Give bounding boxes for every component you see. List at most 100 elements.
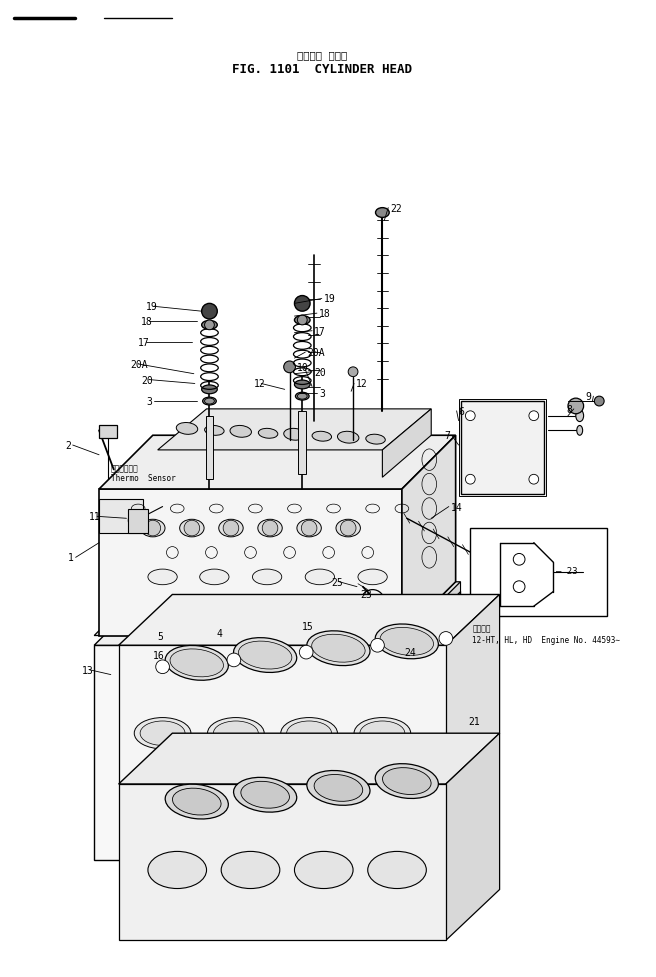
Ellipse shape: [165, 785, 228, 819]
Circle shape: [371, 639, 384, 653]
Text: 17: 17: [314, 326, 326, 336]
Text: 5: 5: [157, 631, 163, 641]
Text: 15: 15: [302, 621, 314, 631]
Ellipse shape: [148, 570, 177, 585]
Circle shape: [348, 367, 358, 377]
Ellipse shape: [133, 705, 159, 723]
Circle shape: [299, 646, 313, 659]
Ellipse shape: [281, 718, 337, 749]
Circle shape: [465, 411, 475, 421]
Circle shape: [201, 304, 217, 319]
Ellipse shape: [206, 598, 247, 619]
Polygon shape: [99, 499, 143, 533]
Text: 25: 25: [331, 577, 343, 587]
Text: 3: 3: [146, 397, 152, 406]
Ellipse shape: [243, 705, 271, 723]
Text: 18: 18: [319, 309, 331, 319]
Circle shape: [227, 654, 241, 667]
Ellipse shape: [576, 410, 584, 422]
Ellipse shape: [134, 718, 191, 749]
Ellipse shape: [199, 594, 253, 622]
Circle shape: [251, 614, 259, 621]
Ellipse shape: [255, 573, 305, 599]
Text: 12: 12: [356, 379, 368, 389]
Ellipse shape: [173, 788, 221, 815]
Circle shape: [340, 521, 356, 536]
Ellipse shape: [176, 423, 197, 435]
Ellipse shape: [307, 631, 370, 666]
Ellipse shape: [253, 570, 282, 585]
Polygon shape: [119, 734, 500, 785]
Ellipse shape: [307, 771, 370, 805]
Ellipse shape: [205, 426, 224, 436]
Ellipse shape: [375, 764, 438, 798]
Text: 9: 9: [586, 392, 592, 402]
Text: 6: 6: [459, 406, 464, 416]
Ellipse shape: [312, 432, 331, 442]
Circle shape: [155, 660, 169, 674]
Text: 17: 17: [138, 338, 150, 348]
Text: 13: 13: [81, 665, 93, 675]
Ellipse shape: [305, 570, 335, 585]
Text: 10: 10: [297, 362, 308, 372]
Ellipse shape: [368, 852, 426, 889]
Ellipse shape: [140, 520, 165, 537]
Circle shape: [301, 521, 317, 536]
Ellipse shape: [213, 721, 258, 745]
Ellipse shape: [241, 782, 289, 808]
Ellipse shape: [356, 705, 383, 723]
Ellipse shape: [180, 767, 203, 779]
Text: 20A: 20A: [307, 348, 325, 358]
Polygon shape: [446, 734, 500, 940]
Text: 2: 2: [65, 441, 71, 450]
Text: 11: 11: [89, 512, 101, 522]
Polygon shape: [119, 646, 446, 785]
Ellipse shape: [234, 631, 253, 641]
Text: 4: 4: [216, 628, 222, 638]
Circle shape: [349, 593, 357, 601]
Ellipse shape: [258, 429, 278, 439]
Ellipse shape: [314, 775, 363, 801]
Ellipse shape: [234, 778, 297, 812]
Text: 12: 12: [253, 379, 265, 389]
Text: 3: 3: [319, 389, 325, 399]
Text: 20: 20: [141, 375, 153, 385]
Ellipse shape: [313, 574, 354, 596]
Ellipse shape: [300, 705, 327, 723]
Text: Thermo  Sensor: Thermo Sensor: [111, 473, 176, 483]
Text: 16: 16: [153, 651, 165, 660]
Polygon shape: [205, 416, 213, 480]
Text: 24: 24: [404, 648, 416, 658]
Ellipse shape: [307, 572, 360, 599]
Ellipse shape: [366, 435, 385, 445]
Text: 21: 21: [468, 717, 480, 727]
Ellipse shape: [358, 570, 387, 585]
Circle shape: [184, 521, 199, 536]
Ellipse shape: [295, 381, 310, 390]
Polygon shape: [402, 436, 456, 636]
Ellipse shape: [207, 718, 264, 749]
Text: 18: 18: [141, 317, 153, 326]
Ellipse shape: [188, 705, 215, 723]
Ellipse shape: [278, 723, 301, 735]
Circle shape: [283, 361, 295, 373]
Ellipse shape: [203, 398, 216, 405]
Ellipse shape: [375, 208, 389, 218]
Text: — 23: — 23: [556, 566, 578, 575]
Ellipse shape: [152, 599, 193, 620]
Circle shape: [594, 397, 604, 406]
Ellipse shape: [295, 393, 309, 401]
Ellipse shape: [147, 597, 197, 622]
Ellipse shape: [287, 721, 331, 745]
Ellipse shape: [165, 646, 228, 681]
Ellipse shape: [230, 629, 257, 643]
Polygon shape: [407, 582, 461, 646]
Circle shape: [465, 475, 475, 485]
Ellipse shape: [284, 429, 305, 441]
Text: 22: 22: [390, 203, 402, 213]
Ellipse shape: [258, 520, 282, 537]
Text: 19: 19: [146, 302, 157, 312]
Ellipse shape: [238, 642, 292, 669]
Ellipse shape: [308, 562, 359, 587]
Ellipse shape: [218, 520, 243, 537]
